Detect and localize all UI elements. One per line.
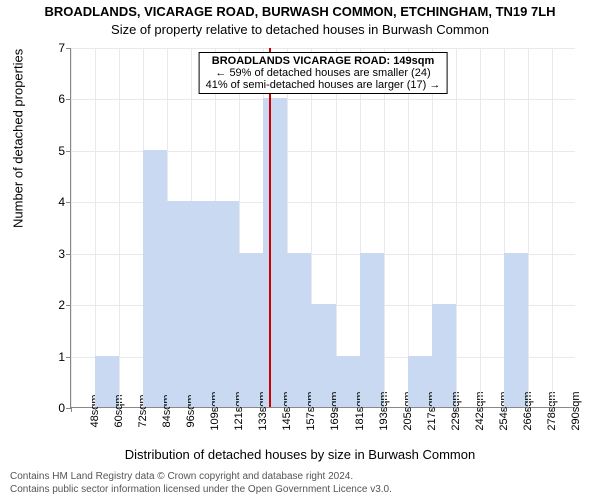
gridline-v xyxy=(384,48,385,407)
gridline-v xyxy=(408,48,409,407)
chart-title-sub: Size of property relative to detached ho… xyxy=(0,22,600,37)
ytick-label: 7 xyxy=(58,41,65,55)
gridline-v xyxy=(95,48,96,407)
y-axis-label: Number of detached properties xyxy=(11,49,26,228)
chart-title-main: BROADLANDS, VICARAGE ROAD, BURWASH COMMO… xyxy=(0,4,600,19)
ytick-label: 4 xyxy=(58,195,65,209)
chart-container: BROADLANDS, VICARAGE ROAD, BURWASH COMMO… xyxy=(0,0,600,500)
ytick-label: 3 xyxy=(58,247,65,261)
gridline-v xyxy=(480,48,481,407)
ytick-label: 5 xyxy=(58,144,65,158)
bar xyxy=(191,201,215,407)
ytick-label: 1 xyxy=(58,350,65,364)
x-axis-label: Distribution of detached houses by size … xyxy=(0,447,600,462)
gridline-v xyxy=(552,48,553,407)
gridline-v xyxy=(336,48,337,407)
annotation-line: ← 59% of detached houses are smaller (24… xyxy=(206,67,441,79)
bar xyxy=(263,98,287,407)
ytick-label: 6 xyxy=(58,92,65,106)
marker-annotation: BROADLANDS VICARAGE ROAD: 149sqm ← 59% o… xyxy=(199,52,448,94)
gridline-v xyxy=(71,48,72,407)
bar xyxy=(504,253,528,407)
bar xyxy=(287,253,311,407)
xtick-label: 290sqm xyxy=(552,391,582,430)
plot-area: 0123456748sqm60sqm72sqm84sqm96sqm109sqm1… xyxy=(70,48,575,408)
bar xyxy=(215,201,239,407)
ytick-label: 0 xyxy=(58,401,65,415)
chart-footer: Contains HM Land Registry data © Crown c… xyxy=(10,471,392,496)
gridline-v xyxy=(119,48,120,407)
bar xyxy=(239,253,263,407)
bar xyxy=(360,253,384,407)
gridline-v xyxy=(456,48,457,407)
annotation-line: BROADLANDS VICARAGE ROAD: 149sqm xyxy=(206,55,441,67)
bar xyxy=(143,150,167,407)
gridline-h xyxy=(71,99,575,100)
ytick-label: 2 xyxy=(58,298,65,312)
gridline-v xyxy=(528,48,529,407)
gridline-h xyxy=(71,48,575,49)
marker-line xyxy=(269,48,271,407)
footer-line: Contains public sector information licen… xyxy=(10,484,392,497)
footer-line: Contains HM Land Registry data © Crown c… xyxy=(10,471,392,484)
annotation-line: 41% of semi-detached houses are larger (… xyxy=(206,79,441,91)
bar xyxy=(167,201,191,407)
